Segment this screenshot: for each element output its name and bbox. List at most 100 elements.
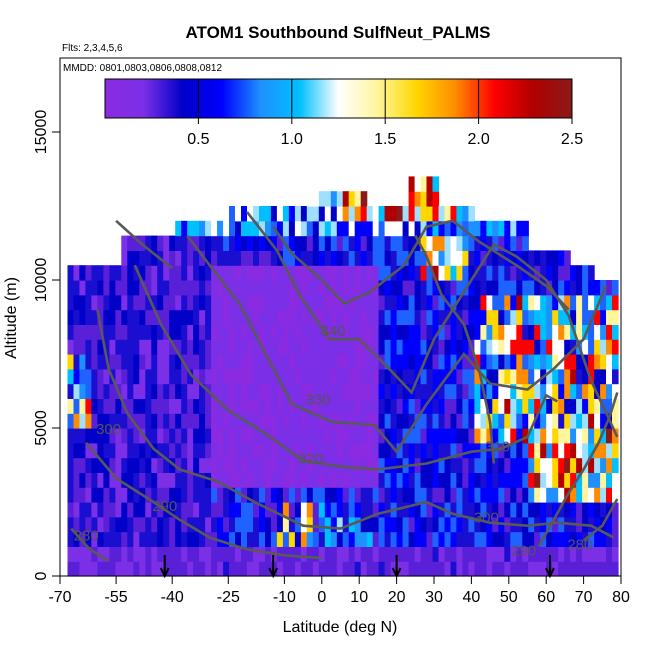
heatmap-cell <box>600 442 607 459</box>
heatmap-cell <box>492 220 499 237</box>
heatmap-cell <box>199 294 206 311</box>
heatmap-cell <box>606 398 613 414</box>
heatmap-cell <box>468 206 475 222</box>
heatmap-cell <box>594 309 601 325</box>
heatmap-cell <box>534 383 541 399</box>
heatmap-cell <box>259 309 266 325</box>
heatmap-cell <box>426 280 434 296</box>
heatmap-cell <box>420 561 428 577</box>
heatmap-cell <box>600 457 607 473</box>
heatmap-cell <box>384 339 392 355</box>
heatmap-cell <box>276 531 284 547</box>
heatmap-cell <box>259 428 266 444</box>
heatmap-cell <box>360 309 368 325</box>
heatmap-cell <box>247 531 254 547</box>
heatmap-cell <box>432 457 440 473</box>
heatmap-cell <box>438 428 446 444</box>
heatmap-cell <box>468 546 475 562</box>
heatmap-cell <box>145 472 152 488</box>
heatmap-cell <box>342 516 350 533</box>
heatmap-cell <box>217 309 224 325</box>
heatmap-cell <box>91 516 98 533</box>
heatmap-cell <box>205 413 212 429</box>
heatmap-cell <box>139 531 146 547</box>
heatmap-cell <box>312 457 320 473</box>
heatmap-cell <box>372 294 380 311</box>
heatmap-cell <box>378 516 386 533</box>
heatmap-cell <box>378 324 386 340</box>
heatmap-cell <box>145 309 152 325</box>
heatmap-cell <box>199 531 206 547</box>
heatmap-cell <box>223 309 230 325</box>
heatmap-cell <box>175 309 182 325</box>
heatmap-cell <box>432 531 440 547</box>
heatmap-cell <box>294 339 302 355</box>
heatmap-cell <box>342 220 350 237</box>
heatmap-cell <box>528 472 535 488</box>
heatmap-cell <box>426 294 434 311</box>
heatmap-cell <box>342 206 350 222</box>
x-tick-label: 40 <box>463 589 481 606</box>
heatmap-cell <box>588 294 595 311</box>
heatmap-cell <box>408 546 416 562</box>
x-tick-label: 30 <box>425 589 443 606</box>
heatmap-cell <box>294 368 302 385</box>
heatmap-cell <box>145 442 152 459</box>
heatmap-cell <box>594 531 601 547</box>
heatmap-cell <box>486 339 493 355</box>
heatmap-cell <box>354 309 362 325</box>
heatmap-cell <box>67 398 75 414</box>
heatmap-cell <box>576 457 583 473</box>
heatmap-cell <box>133 339 140 355</box>
heatmap-cell <box>450 354 458 370</box>
heatmap-cell <box>342 472 350 488</box>
heatmap-cell <box>348 220 356 237</box>
heatmap-cell <box>402 368 410 385</box>
heatmap-cell <box>306 354 314 370</box>
heatmap-cell <box>217 472 224 488</box>
heatmap-cell <box>217 324 224 340</box>
heatmap-cell <box>564 442 571 459</box>
heatmap-cell <box>324 220 332 237</box>
heatmap-cell <box>175 502 182 518</box>
heatmap-cell <box>390 206 398 222</box>
heatmap-cell <box>73 265 81 281</box>
heatmap-cell <box>300 309 308 325</box>
heatmap-cell <box>282 339 290 355</box>
heatmap-cell <box>366 531 374 547</box>
heatmap-cell <box>270 398 278 414</box>
heatmap-cell <box>546 250 553 266</box>
heatmap-cell <box>139 368 146 385</box>
heatmap-cell <box>241 294 248 311</box>
heatmap-cell <box>372 442 380 459</box>
heatmap-cell <box>169 428 176 444</box>
heatmap-cell <box>354 324 362 340</box>
heatmap-cell <box>235 383 242 399</box>
colorbar-tick-label: 1.5 <box>374 131 396 148</box>
heatmap-cell <box>372 383 380 399</box>
heatmap-cell <box>336 398 344 414</box>
heatmap-cell <box>522 339 529 355</box>
heatmap-cell <box>588 442 595 459</box>
heatmap-cell <box>288 265 296 281</box>
heatmap-cell <box>606 502 613 518</box>
heatmap-cell <box>480 428 487 444</box>
heatmap-cell <box>330 250 338 266</box>
heatmap-cell <box>282 309 290 325</box>
heatmap-cell <box>157 531 164 547</box>
heatmap-cell <box>157 265 164 281</box>
heatmap-cell <box>360 516 368 533</box>
heatmap-cell <box>498 354 505 370</box>
heatmap-cell <box>504 294 511 311</box>
heatmap-cell <box>247 398 254 414</box>
heatmap-cell <box>432 428 440 444</box>
heatmap-cell <box>462 546 469 562</box>
heatmap-cell <box>354 398 362 414</box>
heatmap-cell <box>588 368 595 385</box>
heatmap-cell <box>354 206 362 222</box>
heatmap-cell <box>606 428 613 444</box>
heatmap-cell <box>294 294 302 311</box>
heatmap-cell <box>414 265 422 281</box>
heatmap-cell <box>247 324 254 340</box>
heatmap-cell <box>115 339 122 355</box>
